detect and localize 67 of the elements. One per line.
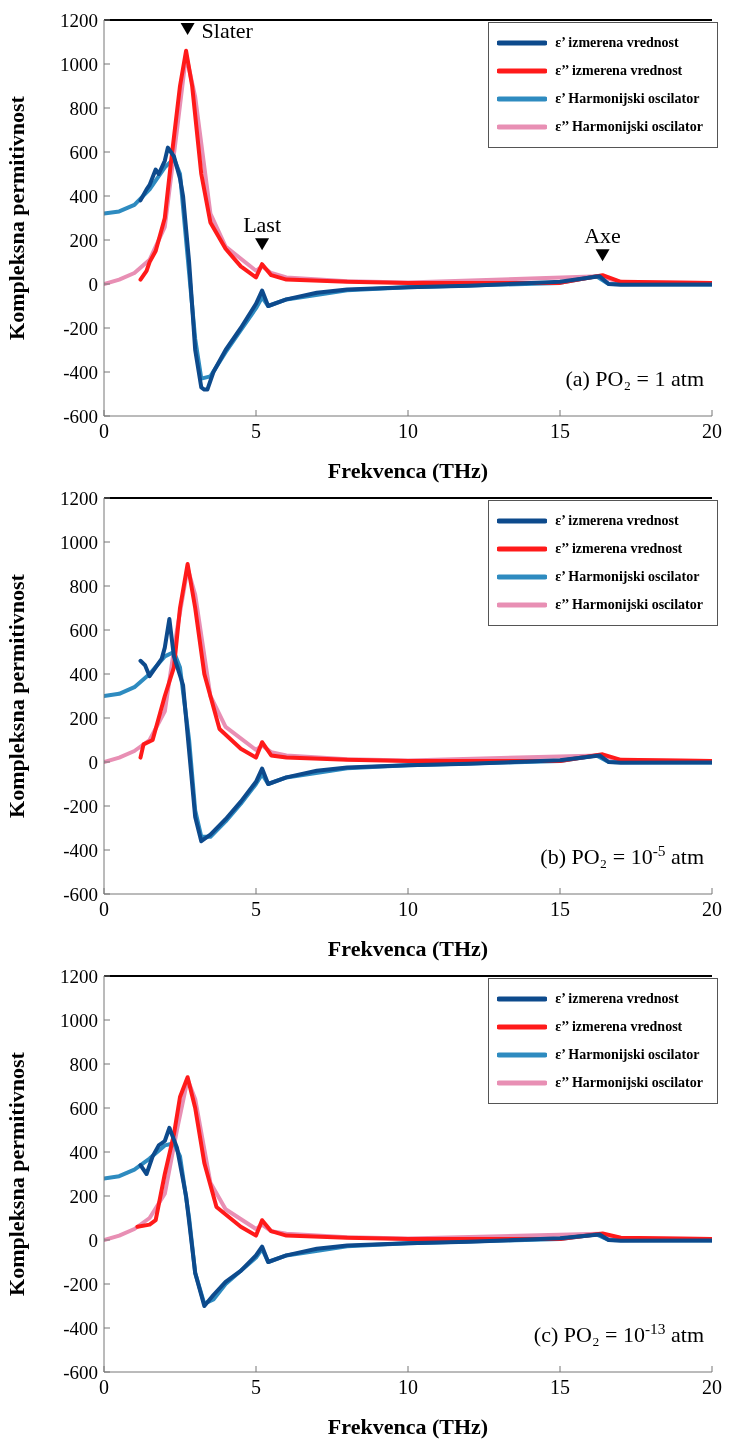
legend-label: ε’’ izmerena vrednost [555,541,683,557]
y-tick-label: 200 [69,707,98,729]
legend-label: ε’ izmerena vrednost [555,35,679,51]
y-axis-title: Kompleksna permitivnost [3,95,29,340]
legend-label: ε’’ Harmonijski oscilator [555,1075,703,1091]
legend-label: ε’ Harmonijski oscilator [555,1047,700,1063]
x-tick-label: 15 [550,898,570,921]
x-tick-label: 10 [398,898,418,921]
x-tick-label: 5 [251,420,261,443]
y-tick-label: 1200 [60,487,98,509]
y-tick-label: 1000 [60,1009,98,1031]
y-tick-label: 1200 [60,965,98,987]
x-tick-label: 5 [251,1376,261,1399]
annotation: Axe [584,223,621,249]
x-axis-title: Frekvenca (THz) [327,936,489,961]
y-tick-label: 800 [69,575,98,597]
x-tick-label: 10 [398,1376,418,1399]
y-tick-label: 400 [69,663,98,685]
annotation: Last [243,212,282,238]
legend-label: ε’ izmerena vrednost [555,991,679,1007]
legend-label: ε’ Harmonijski oscilator [555,91,700,107]
legend-label: ε’’ izmerena vrednost [555,1019,683,1035]
x-axis-title: Frekvenca (THz) [327,458,489,483]
legend-label: ε’ izmerena vrednost [555,513,679,529]
annotation: (b) PO₂ = 10$^{-5}$ atm [540,841,704,869]
y-tick-label: 0 [88,1229,98,1251]
y-tick-label: 400 [69,185,98,207]
y-tick-label: 0 [88,751,98,773]
y-tick-label: 400 [69,1141,98,1163]
x-tick-label: 15 [550,420,570,443]
x-tick-label: 20 [702,420,722,443]
y-tick-label: 1200 [60,9,98,31]
legend-label: ε’’ izmerena vrednost [555,63,683,79]
y-tick-label: 600 [69,619,98,641]
y-tick-label: -400 [63,361,98,383]
y-tick-label: -200 [63,1273,98,1295]
y-tick-label: 600 [69,1097,98,1119]
legend-label: ε’’ Harmonijski oscilator [555,119,703,135]
y-tick-label: -400 [63,1317,98,1339]
x-tick-label: 20 [702,898,722,921]
x-tick-label: 15 [550,1376,570,1399]
y-tick-label: -600 [63,1361,98,1383]
y-tick-label: -400 [63,839,98,861]
y-tick-label: 600 [69,141,98,163]
y-axis-title: Kompleksna permitivnost [3,1051,29,1296]
y-tick-label: 800 [69,1053,98,1075]
y-tick-label: -200 [63,795,98,817]
x-tick-label: 10 [398,420,418,443]
y-tick-label: -200 [63,317,98,339]
y-tick-label: 1000 [60,531,98,553]
annotation: (a) PO₂ = 1 atm [565,366,704,391]
annotation: (c) PO₂ = 10$^{-13}$ atm [533,1319,704,1347]
line-series [138,617,712,844]
y-tick-label: 800 [69,97,98,119]
annotation: Slater [201,18,254,43]
x-tick-label: 5 [251,898,261,921]
y-tick-label: -600 [63,405,98,427]
y-tick-label: 0 [88,273,98,295]
y-tick-label: 200 [69,1185,98,1207]
legend-label: ε’’ Harmonijski oscilator [555,597,703,613]
y-tick-label: -600 [63,883,98,905]
legend-label: ε’ Harmonijski oscilator [555,569,700,585]
y-axis-title: Kompleksna permitivnost [3,573,29,818]
x-axis-title: Frekvenca (THz) [327,1414,489,1439]
y-tick-label: 1000 [60,53,98,75]
x-tick-label: 20 [702,1376,722,1399]
y-tick-label: 200 [69,229,98,251]
